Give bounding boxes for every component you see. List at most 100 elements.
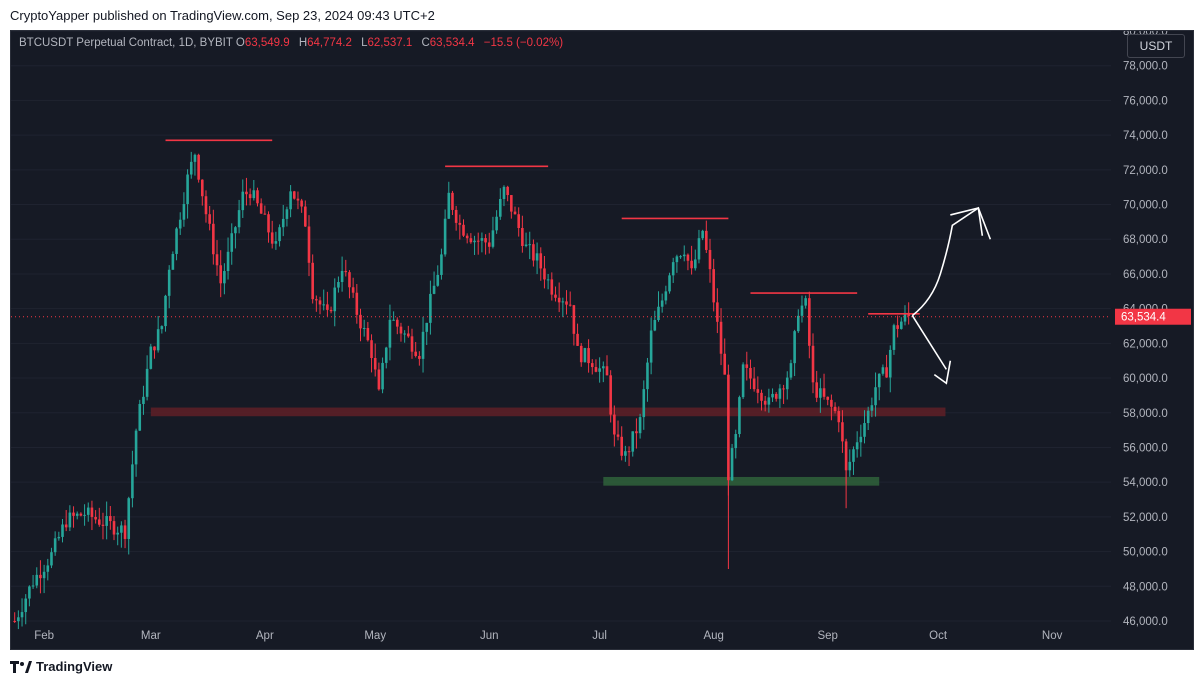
candle-body	[366, 328, 370, 341]
y-tick-label: 54,000.0	[1123, 477, 1168, 489]
candle-body	[874, 387, 877, 406]
candle-body	[565, 301, 568, 305]
candle-body	[175, 228, 178, 254]
x-tick-label: Nov	[1042, 630, 1063, 642]
currency-button[interactable]: USDT	[1127, 34, 1185, 58]
candle-body	[75, 513, 79, 516]
candle-body	[237, 210, 241, 228]
last-price-tag	[1115, 308, 1191, 325]
candle-body	[539, 253, 543, 269]
candle-body	[653, 319, 657, 331]
candle-body	[800, 305, 804, 316]
candle-body	[252, 190, 256, 199]
y-tick-label: 74,000.0	[1123, 130, 1168, 142]
candle-body	[219, 265, 222, 284]
attribution-text: CryptoYapper published on TradingView.co…	[10, 7, 435, 23]
candle-body	[609, 375, 612, 415]
candle-body	[138, 403, 142, 431]
candle-body	[903, 312, 907, 322]
candle-body	[414, 351, 417, 356]
candle-body	[686, 254, 690, 261]
high-value: 64,774.2	[307, 37, 352, 49]
x-tick-label: Apr	[256, 630, 274, 642]
candle-body	[337, 282, 340, 288]
candle-body	[429, 293, 432, 323]
x-tick-label: Jun	[480, 630, 499, 642]
candle-body	[657, 306, 660, 320]
candle-body	[782, 388, 785, 390]
candle-body	[462, 224, 465, 236]
candle-body	[377, 369, 381, 390]
candle-body	[491, 230, 495, 247]
candle-body	[318, 300, 322, 305]
candle-body	[682, 254, 686, 257]
candle-body	[362, 328, 366, 330]
candle-body	[120, 525, 123, 533]
candlestick-chart[interactable]: 80,000.078,000.076,000.074,000.072,000.0…	[11, 31, 1195, 651]
candle-body	[752, 378, 756, 390]
candle-body	[326, 304, 329, 310]
candle-body	[738, 397, 741, 435]
candle-body	[178, 219, 182, 229]
candle-body	[311, 262, 314, 300]
close-value: 63,534.4	[429, 37, 475, 49]
candle-body	[502, 186, 506, 199]
x-tick-label: Jul	[592, 630, 607, 642]
candle-body	[201, 179, 204, 197]
candle-body	[627, 451, 631, 453]
candle-body	[212, 223, 215, 255]
candle-body	[749, 367, 752, 379]
candle-body	[443, 218, 447, 255]
candle-body	[866, 410, 870, 424]
footer-bar: TradingView	[0, 650, 1200, 683]
candle-body	[447, 192, 451, 219]
y-tick-label: 76,000.0	[1123, 95, 1168, 107]
candle-body	[245, 191, 248, 195]
candle-body	[900, 321, 903, 329]
candle-body	[532, 244, 535, 261]
candle-body	[804, 298, 807, 306]
chart-panel[interactable]: 80,000.078,000.076,000.074,000.072,000.0…	[10, 30, 1194, 650]
candle-body	[730, 448, 734, 481]
candle-body	[142, 396, 145, 404]
candle-body	[307, 226, 311, 263]
candle-body	[208, 214, 211, 224]
candle-body	[355, 292, 359, 315]
candle-body	[745, 364, 749, 368]
candle-body	[568, 304, 572, 306]
y-tick-label: 56,000.0	[1123, 442, 1168, 454]
candle-body	[510, 195, 513, 212]
change-value: −15.5 (−0.02%)	[483, 37, 564, 49]
candle-body	[480, 238, 484, 241]
y-tick-label: 50,000.0	[1123, 547, 1168, 559]
candle-body	[145, 368, 149, 397]
candle-body	[421, 331, 425, 359]
candle-body	[837, 411, 841, 423]
candle-body	[767, 397, 771, 405]
x-tick-label: Sep	[817, 630, 837, 642]
candle-body	[572, 305, 576, 334]
candle-body	[808, 298, 811, 346]
candle-body	[498, 198, 502, 217]
candle-body	[39, 574, 42, 579]
candle-body	[451, 192, 454, 210]
candle-body	[760, 392, 763, 401]
candle-body	[822, 388, 826, 397]
candle-body	[557, 297, 561, 303]
candle-body	[521, 228, 524, 246]
candle-body	[186, 174, 189, 205]
candle-body	[300, 200, 303, 207]
candle-body	[230, 233, 234, 252]
candle-body	[153, 346, 156, 351]
projection-down-arrow	[911, 315, 952, 385]
candle-body	[164, 295, 167, 327]
candle-body	[465, 235, 469, 239]
close-key: C	[421, 37, 430, 49]
candle-body	[841, 422, 844, 442]
candle-body	[189, 161, 193, 175]
x-tick-label: Mar	[141, 630, 161, 642]
candle-body	[83, 514, 86, 516]
candle-body	[296, 198, 300, 201]
candle-body	[182, 204, 186, 220]
low-value: 62,537.1	[367, 37, 413, 49]
